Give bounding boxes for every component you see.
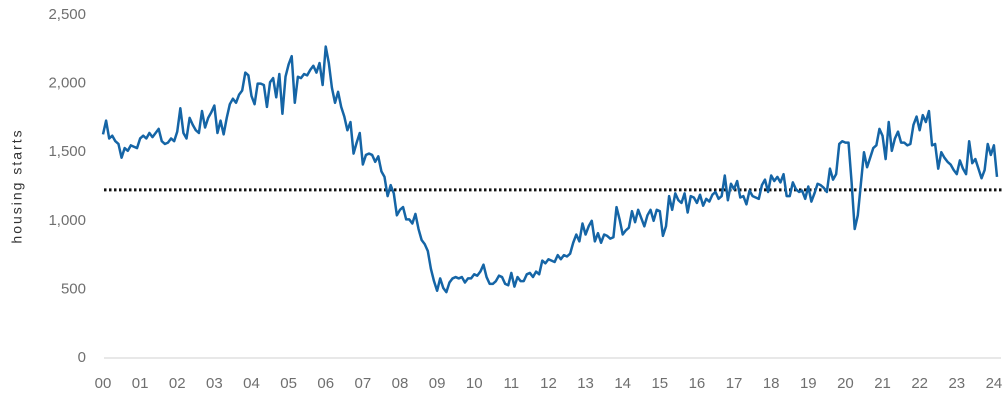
x-tick-label: 22: [911, 375, 928, 392]
y-tick-label: 2,000: [48, 75, 86, 92]
x-tick-label: 00: [95, 375, 112, 392]
x-tick-label: 21: [874, 375, 891, 392]
x-tick-label: 20: [837, 375, 854, 392]
x-tick-label: 01: [132, 375, 149, 392]
y-axis-label: housing starts: [9, 128, 25, 243]
x-tick-label: 02: [169, 375, 186, 392]
y-tick-label: 2,500: [48, 6, 86, 23]
x-tick-label: 17: [726, 375, 743, 392]
x-tick-label: 19: [800, 375, 817, 392]
y-tick-label: 0: [78, 349, 86, 366]
x-tick-label: 24: [986, 375, 1003, 392]
data-line: [101, 45, 999, 294]
y-tick-label: 1,000: [48, 212, 86, 229]
x-tick-label: 10: [466, 375, 483, 392]
x-tick-label: 04: [243, 375, 260, 392]
x-tick-label: 06: [317, 375, 334, 392]
x-tick-label: 12: [540, 375, 557, 392]
x-tick-label: 14: [614, 375, 631, 392]
x-tick-label: 09: [429, 375, 446, 392]
x-tick-label: 05: [280, 375, 297, 392]
x-tick-label: 16: [689, 375, 706, 392]
x-tick-label: 23: [948, 375, 965, 392]
x-tick-label: 13: [577, 375, 594, 392]
y-tick-label: 500: [61, 280, 86, 297]
x-tick-label: 07: [355, 375, 372, 392]
y-tick-label: 1,500: [48, 143, 86, 160]
x-tick-label: 11: [504, 375, 520, 392]
x-tick-label: 03: [206, 375, 223, 392]
x-tick-label: 08: [392, 375, 409, 392]
x-tick-label: 18: [763, 375, 780, 392]
x-tick-label: 15: [651, 375, 668, 392]
